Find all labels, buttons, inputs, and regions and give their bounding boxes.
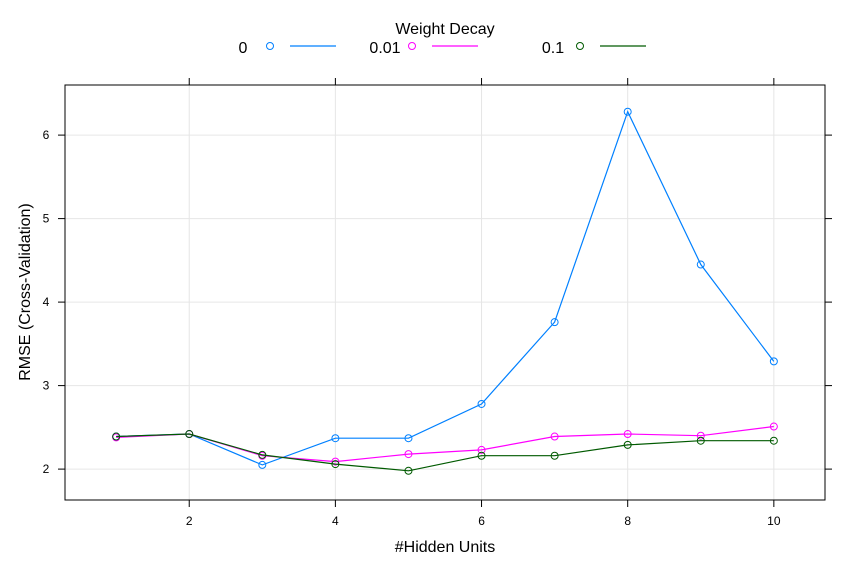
y-tick-label: 4 — [43, 295, 50, 309]
data-point — [404, 434, 413, 443]
series-line-0 — [116, 110, 775, 466]
y-tick-label: 3 — [43, 379, 50, 393]
grid — [65, 85, 825, 500]
y-axis-title: RMSE (Cross-Validation) — [17, 203, 34, 381]
data-point — [258, 460, 267, 469]
data-point — [550, 318, 559, 327]
data-point — [550, 432, 559, 441]
x-tick-label: 10 — [767, 514, 781, 528]
legend-point-symbol — [266, 42, 274, 50]
y-tick-label: 2 — [43, 462, 50, 476]
data-point — [404, 450, 413, 459]
x-tick-label: 6 — [478, 514, 485, 528]
legend-title: Weight Decay — [395, 21, 494, 38]
data-point — [331, 434, 340, 443]
series-line-0-1 — [116, 433, 774, 472]
legend-label: 0.1 — [542, 40, 564, 57]
data-point — [696, 260, 705, 269]
data-point — [404, 466, 413, 475]
legend-point-symbol — [576, 42, 584, 50]
data-point — [696, 436, 705, 445]
data-point — [623, 107, 632, 116]
x-tick-label: 8 — [624, 514, 631, 528]
y-tick-label: 5 — [43, 212, 50, 226]
data-point — [112, 432, 121, 441]
data-point — [258, 450, 267, 459]
data-point — [331, 460, 340, 469]
data-point — [769, 422, 778, 431]
data-point — [623, 440, 632, 449]
data-point — [696, 431, 705, 440]
data-point — [550, 451, 559, 460]
data-point — [769, 436, 778, 445]
data-point — [477, 445, 486, 454]
legend-label: 0.01 — [369, 40, 400, 57]
legend: Weight Decay 0 0.01 0.1 — [239, 21, 646, 57]
data-point — [623, 430, 632, 439]
series-line-0-01 — [116, 425, 774, 463]
x-tick-label: 4 — [332, 514, 339, 528]
x-tick-label: 2 — [186, 514, 193, 528]
legend-label: 0 — [239, 40, 248, 57]
data-point — [185, 430, 194, 439]
x-axis-title: #Hidden Units — [395, 539, 496, 556]
data-point — [477, 399, 486, 408]
plot-panel-border — [64, 84, 826, 501]
data-point — [769, 357, 778, 366]
data-point — [331, 457, 340, 466]
y-tick-label: 6 — [43, 128, 50, 142]
data-point — [477, 451, 486, 460]
legend-point-symbol — [408, 42, 416, 50]
axes: 2 4 6 8 10 2 3 4 5 6 — [43, 78, 832, 528]
series-layer — [112, 107, 778, 475]
